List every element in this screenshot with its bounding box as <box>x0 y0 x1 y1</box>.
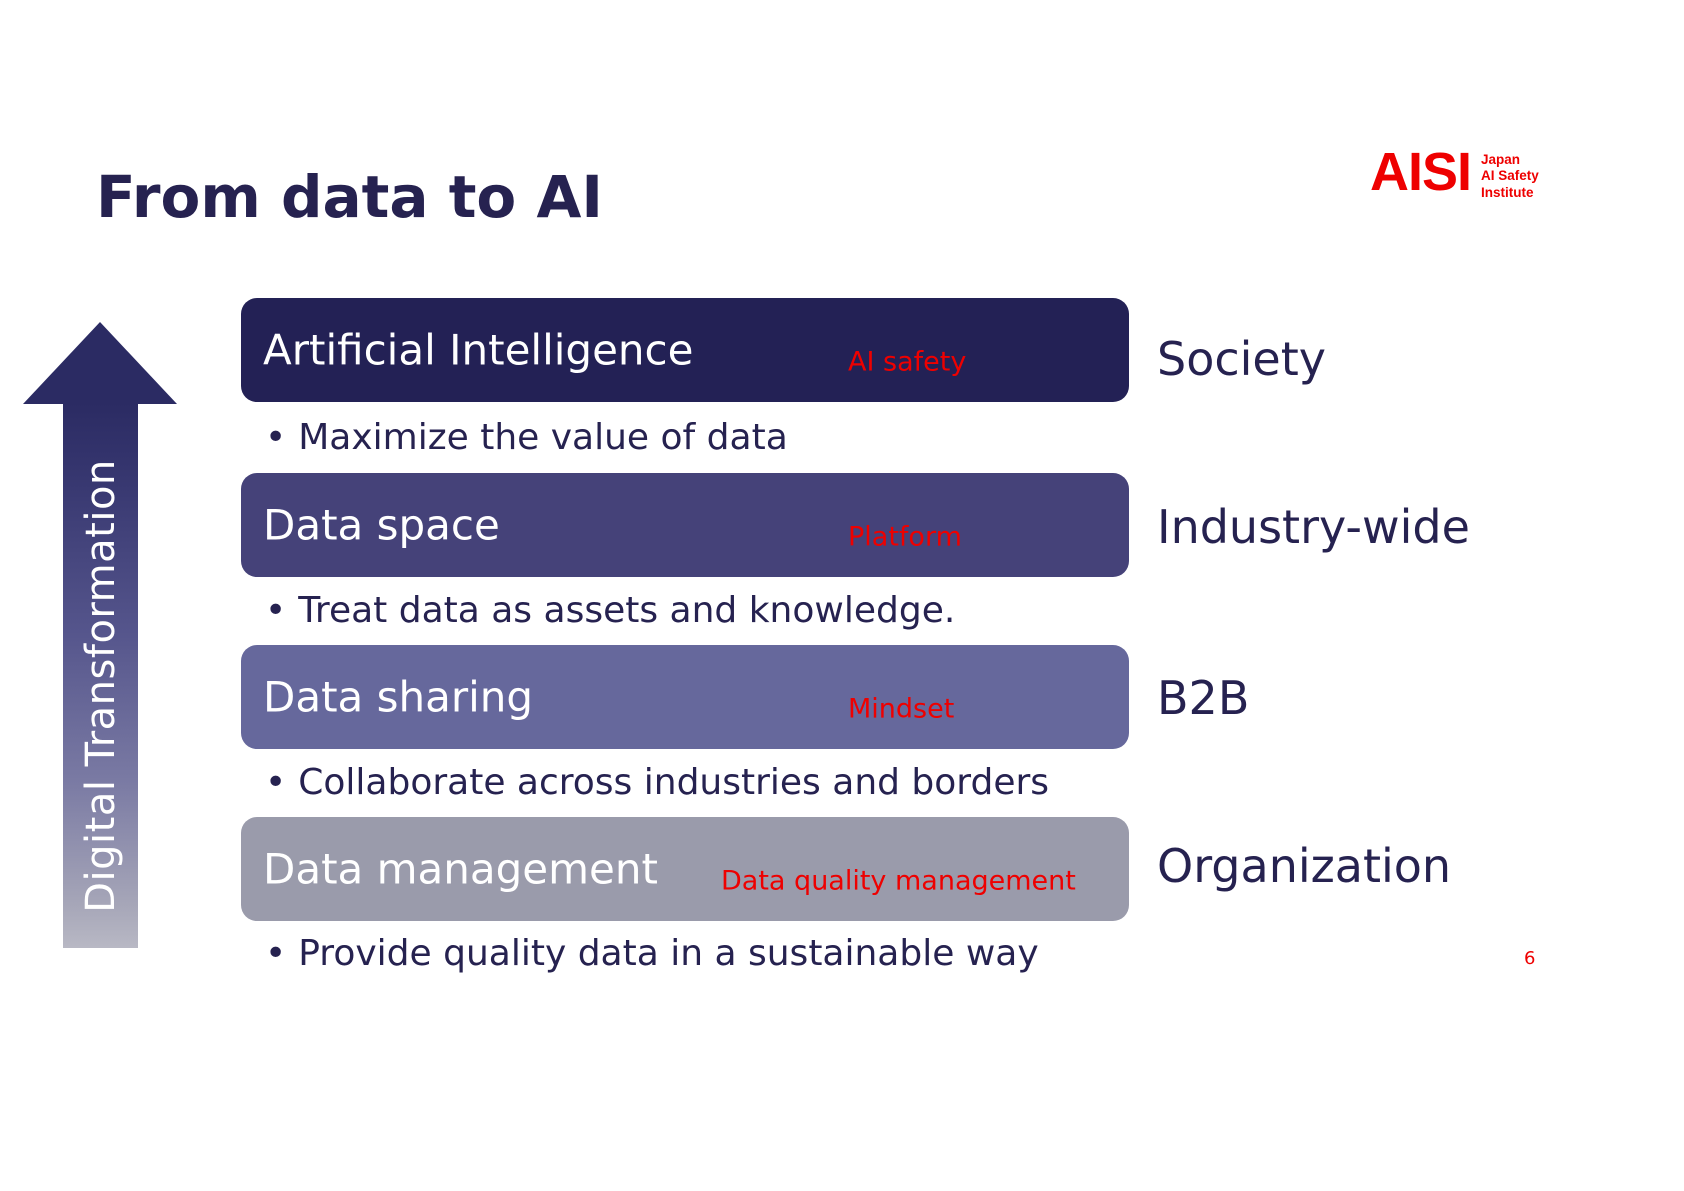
tier-tag: Platform <box>848 521 962 553</box>
tier-bar-artificial-intelligence[interactable]: Artificial Intelligence AI safety <box>241 298 1129 402</box>
tier-bar-data-sharing[interactable]: Data sharing Mindset <box>241 645 1129 749</box>
arrow-head-icon <box>23 322 177 404</box>
page-number: 6 <box>1524 948 1536 969</box>
tier-tag: AI safety <box>848 346 967 378</box>
bullet-text: Collaborate across industries and border… <box>298 762 1050 803</box>
tier-bullet-3: • Collaborate across industries and borde… <box>265 762 1049 803</box>
bullet-text: Provide quality data in a sustainable wa… <box>298 933 1039 974</box>
tier-tag: Mindset <box>848 693 955 725</box>
side-label-organization: Organization <box>1157 839 1452 893</box>
tier-bar-data-space[interactable]: Data space Platform <box>241 473 1129 577</box>
bullet-text: Treat data as assets and knowledge. <box>298 590 956 631</box>
arrow-shaft: Digital Transformation <box>63 403 138 948</box>
bullet-marker-icon: • <box>265 417 287 458</box>
bullet-marker-icon: • <box>265 590 287 631</box>
tier-row-1: Artificial Intelligence AI safety <box>241 298 1129 402</box>
tier-bullet-1: • Maximize the value of data <box>265 417 788 458</box>
digital-transformation-arrow-icon: Digital Transformation <box>23 322 178 948</box>
tier-row-4: Data management Data quality management <box>241 817 1129 921</box>
tier-row-2: Data space Platform <box>241 473 1129 577</box>
tier-bar-data-management[interactable]: Data management Data quality management <box>241 817 1129 921</box>
tier-title: Data sharing <box>263 672 534 722</box>
arrow-label: Digital Transformation <box>77 459 124 914</box>
bullet-marker-icon: • <box>265 762 287 803</box>
bullet-marker-icon: • <box>265 933 287 974</box>
logo-wordmark: AISI <box>1370 142 1472 202</box>
logo-subtitle: Japan AI Safety Institute <box>1481 152 1539 201</box>
tier-tag: Data quality management <box>721 865 1076 897</box>
logo-subtitle-line-2: AI Safety <box>1481 168 1539 184</box>
logo-subtitle-line-3: Institute <box>1481 184 1534 200</box>
tier-title: Artificial Intelligence <box>263 325 694 375</box>
bullet-text: Maximize the value of data <box>298 417 788 458</box>
tier-bullet-2: • Treat data as assets and knowledge. <box>265 590 955 631</box>
side-label-industry-wide: Industry-wide <box>1157 500 1470 554</box>
tier-title: Data space <box>263 500 500 550</box>
side-label-b2b: B2B <box>1157 671 1250 725</box>
tier-title: Data management <box>263 844 658 894</box>
page-title: From data to AI <box>96 163 603 231</box>
tier-bullet-4: • Provide quality data in a sustainable w… <box>265 933 1039 974</box>
aisi-logo: AISI Japan AI Safety Institute <box>1370 142 1539 202</box>
logo-subtitle-line-1: Japan <box>1481 152 1521 167</box>
side-label-society: Society <box>1157 332 1326 386</box>
tier-row-3: Data sharing Mindset <box>241 645 1129 749</box>
